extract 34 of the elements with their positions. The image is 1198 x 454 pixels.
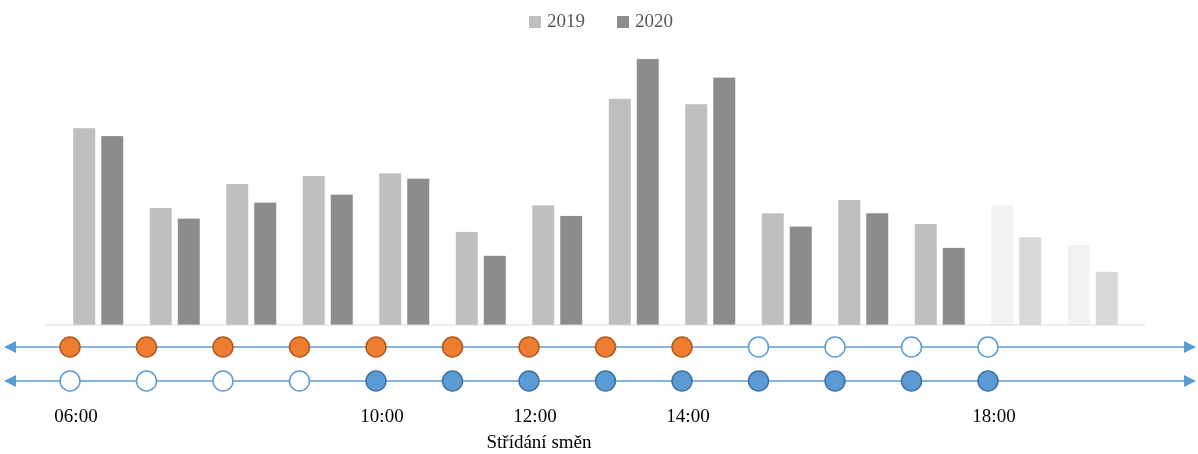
bar bbox=[838, 199, 861, 325]
bar bbox=[608, 98, 631, 325]
bar bbox=[685, 104, 708, 325]
bar bbox=[73, 128, 96, 325]
legend-label: 2019 bbox=[547, 10, 585, 31]
legend-label: 2020 bbox=[635, 10, 673, 31]
bar bbox=[1067, 245, 1090, 325]
bar bbox=[226, 184, 249, 325]
bar bbox=[789, 226, 812, 325]
x-tick-label: 10:00 bbox=[360, 405, 404, 426]
x-tick-label: 14:00 bbox=[666, 405, 710, 426]
bar bbox=[254, 202, 277, 325]
bar bbox=[407, 178, 430, 325]
bar bbox=[942, 247, 965, 325]
bar bbox=[455, 231, 478, 325]
bar bbox=[302, 176, 325, 325]
x-axis-title: Střídání směn bbox=[486, 431, 592, 452]
bar bbox=[713, 77, 736, 325]
bar bbox=[101, 136, 124, 325]
bar bbox=[149, 207, 172, 325]
bar bbox=[177, 218, 200, 325]
x-tick-label: 12:00 bbox=[513, 405, 557, 426]
bar bbox=[483, 255, 506, 325]
bar bbox=[379, 173, 402, 325]
bar bbox=[636, 59, 659, 325]
x-tick-label: 18:00 bbox=[972, 405, 1016, 426]
bar bbox=[914, 223, 937, 325]
bar bbox=[991, 205, 1014, 325]
bar bbox=[532, 205, 555, 325]
bar bbox=[866, 213, 889, 325]
bar bbox=[330, 194, 353, 325]
bar bbox=[761, 213, 784, 325]
bar bbox=[560, 215, 583, 325]
x-tick-label: 06:00 bbox=[54, 405, 98, 426]
